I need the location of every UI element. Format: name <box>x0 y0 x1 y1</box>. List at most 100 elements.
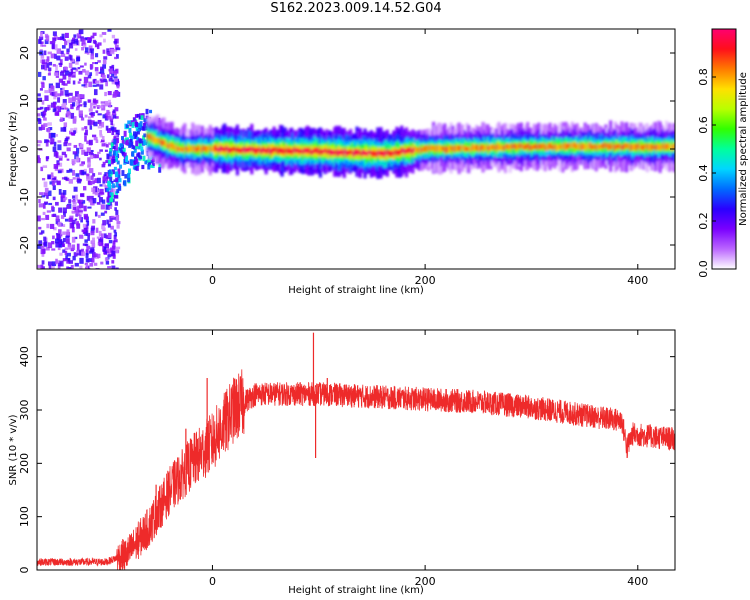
spectrogram-cell <box>56 233 61 240</box>
spectrogram-cell <box>76 243 80 250</box>
spectrogram-cell <box>74 153 79 160</box>
spectrogram-cell <box>71 199 76 203</box>
spectrogram-cell <box>85 37 89 40</box>
spectrogram-cell <box>113 70 117 76</box>
spectrogram-cell <box>41 82 45 88</box>
spectrogram-cell <box>107 254 112 258</box>
spectrogram-cell <box>85 264 89 269</box>
spectrogram-cell <box>76 249 82 256</box>
spectrogram-cell <box>84 215 88 220</box>
spectrogram-cell <box>40 248 45 255</box>
spectrogram-cell <box>38 203 44 208</box>
spectrogram-cell <box>60 127 64 132</box>
spectrogram-cell <box>43 181 48 188</box>
spectrogram-cell <box>89 64 94 69</box>
spectrogram-cell <box>108 181 112 188</box>
spectrogram-cell <box>115 137 119 144</box>
spectrogram-cell <box>127 168 131 174</box>
spectrogram-cell <box>57 37 62 41</box>
spectrogram-cell <box>121 139 125 145</box>
spectrogram-cell <box>41 195 46 198</box>
spectrogram-cell <box>108 142 113 146</box>
spectrogram-cell <box>56 180 61 186</box>
spectrogram-cell <box>50 263 55 269</box>
spectrogram-cell <box>67 257 71 262</box>
spectrogram-cell <box>83 205 87 212</box>
spectrogram-cell <box>120 143 124 147</box>
spectrogram-cell <box>58 155 63 159</box>
spectrogram-cell <box>77 35 82 39</box>
spectrogram-cell <box>48 69 51 75</box>
spectrogram-cell <box>90 227 95 233</box>
spectrogram-cell <box>53 227 57 231</box>
spectrogram-cell <box>48 265 52 269</box>
spectrogram-cell <box>58 207 63 213</box>
spectrogram-cell <box>116 91 121 97</box>
spectrogram-cell <box>107 91 112 96</box>
spectrogram-cell <box>111 81 116 85</box>
spectrogram-cell <box>83 168 87 173</box>
spectrogram-cell <box>144 160 148 165</box>
spectrogram-cell <box>109 66 113 69</box>
spectrogram-cell <box>108 101 112 108</box>
spectrogram-cell <box>83 76 89 83</box>
spectrogram-cell <box>89 154 94 159</box>
spectrogram-cell <box>101 121 105 128</box>
spectrogram-cell <box>106 172 110 177</box>
spectrogram-cell <box>89 262 94 267</box>
spectrogram-cell <box>44 202 48 205</box>
spectrogram-cell <box>62 98 67 105</box>
spectrogram-cell <box>64 176 68 180</box>
spectrogram-cell <box>91 243 96 248</box>
spectrogram-cell <box>113 229 117 233</box>
y-tick-label: 300 <box>18 400 31 421</box>
spectrogram-cell <box>64 139 68 144</box>
spectrogram-cell <box>101 164 106 168</box>
spectrogram-cell <box>116 153 120 159</box>
spectrogram-cell <box>86 51 90 55</box>
spectrogram-cell <box>40 31 43 38</box>
spectrogram-cell <box>72 195 77 199</box>
spectrogram-cell <box>139 155 143 160</box>
spectrogram-cell <box>72 43 77 46</box>
spectrogram-cell <box>114 151 118 157</box>
spectrogram-cell <box>64 247 69 250</box>
spectrogram-cell <box>61 33 65 39</box>
spectrogram-cell <box>51 181 56 186</box>
spectrogram-cell <box>84 126 88 130</box>
spectrogram-cell <box>89 48 93 53</box>
spectrogram-cell <box>84 151 89 157</box>
spectrogram-cell <box>94 99 99 104</box>
spectrogram-cell <box>111 250 116 257</box>
spectrogram-cell <box>104 103 109 107</box>
spectrogram-cell <box>87 235 90 241</box>
spectrogram-cell <box>111 34 116 39</box>
spectrogram-cell <box>134 166 138 171</box>
spectrogram-cell <box>89 112 94 116</box>
spectrogram-cell <box>75 173 80 177</box>
snr-x-axis-label: Height of straight line (km) <box>288 585 424 596</box>
spectrogram-cell <box>77 205 81 212</box>
spectrogram-cell <box>41 253 45 257</box>
spectrogram-cell <box>149 164 153 168</box>
spectrogram-cell <box>125 156 129 163</box>
spectrogram-cell <box>72 255 76 261</box>
spectrogram-cell <box>105 144 109 148</box>
y-tick-label: 20 <box>18 46 31 60</box>
spectrogram-cell <box>121 150 125 155</box>
spectrogram-cell <box>137 152 141 158</box>
spectrogram-cell <box>127 120 131 125</box>
spectrogram-cell <box>72 80 76 85</box>
spectrogram-cell <box>111 169 115 175</box>
spectrogram-cell <box>90 114 94 118</box>
spectrogram-cell <box>113 147 119 152</box>
spectrogram-cell <box>114 81 119 85</box>
spectrogram-cell <box>96 83 100 87</box>
x-tick-label: 0 <box>209 575 216 588</box>
spectrogram-cell <box>112 158 116 164</box>
spectrogram-cell <box>77 67 81 70</box>
spectrogram-cell <box>140 115 144 121</box>
spectrogram-cell <box>110 121 114 126</box>
spectrogram-cell <box>43 117 47 121</box>
spectrogram-cell <box>123 130 127 137</box>
